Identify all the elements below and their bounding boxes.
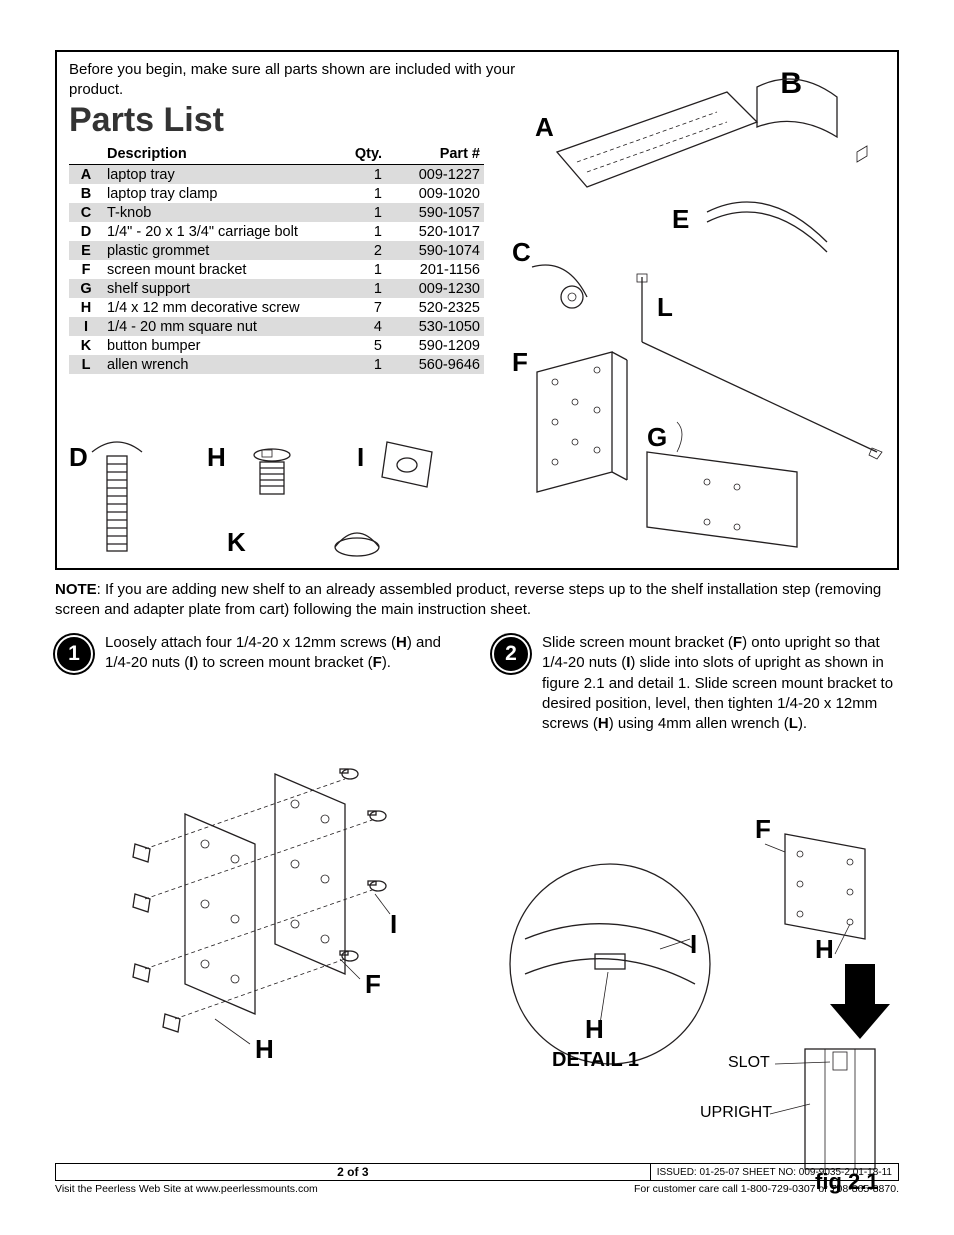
part-desc: allen wrench — [103, 355, 328, 374]
part-desc: plastic grommet — [103, 241, 328, 260]
part-qty: 4 — [328, 317, 386, 336]
table-row: Blaptop tray clamp1009-1020 — [69, 184, 484, 203]
parts-table: Description Qty. Part # Alaptop tray1009… — [69, 144, 484, 374]
col-part: Part # — [386, 144, 484, 165]
customer-care-text: For customer care call 1-800-729-0307 or… — [634, 1183, 899, 1195]
part-qty: 1 — [328, 260, 386, 279]
slot-label: SLOT — [728, 1054, 770, 1072]
step2-label-I2: I — [690, 929, 697, 960]
part-key: E — [69, 241, 103, 260]
table-row: Kbutton bumper5590-1209 — [69, 336, 484, 355]
label-C: C — [512, 237, 531, 268]
part-desc: laptop tray — [103, 165, 328, 185]
upright-label: UPRIGHT — [700, 1104, 772, 1122]
table-row: Lallen wrench1560-9646 — [69, 355, 484, 374]
label-G: G — [647, 422, 667, 453]
step2-label-F: F — [755, 814, 771, 845]
col-description: Description — [103, 144, 328, 165]
table-row: Gshelf support1009-1230 — [69, 279, 484, 298]
label-K: K — [227, 527, 246, 558]
part-desc: screen mount bracket — [103, 260, 328, 279]
note-text: NOTE: If you are adding new shelf to an … — [55, 580, 899, 619]
table-row: CT-knob1590-1057 — [69, 203, 484, 222]
table-row: Eplastic grommet2590-1074 — [69, 241, 484, 260]
part-key: D — [69, 222, 103, 241]
part-key: F — [69, 260, 103, 279]
part-num: 009-1227 — [386, 165, 484, 185]
part-desc: T-knob — [103, 203, 328, 222]
step2-label-H2: H — [585, 1014, 604, 1045]
label-E: E — [672, 204, 689, 235]
part-num: 560-9646 — [386, 355, 484, 374]
part-qty: 1 — [328, 203, 386, 222]
table-row: H1/4 x 12 mm decorative screw7520-2325 — [69, 298, 484, 317]
part-key: G — [69, 279, 103, 298]
part-qty: 1 — [328, 279, 386, 298]
part-desc: laptop tray clamp — [103, 184, 328, 203]
label-D: D — [69, 442, 88, 473]
label-A: A — [535, 112, 554, 143]
step1-label-H: H — [255, 1034, 274, 1065]
detail-1-label: DETAIL 1 — [552, 1049, 639, 1072]
part-num: 201-1156 — [386, 260, 484, 279]
label-H: H — [207, 442, 226, 473]
step1-label-I: I — [390, 909, 397, 940]
part-key: I — [69, 317, 103, 336]
step1-label-F: F — [365, 969, 381, 1000]
table-row: Alaptop tray1009-1227 — [69, 165, 484, 185]
part-num: 530-1050 — [386, 317, 484, 336]
part-desc: 1/4 - 20 mm square nut — [103, 317, 328, 336]
issued-info: ISSUED: 01-25-07 SHEET NO: 009-9035-2 01… — [650, 1164, 898, 1180]
part-key: C — [69, 203, 103, 222]
part-key: K — [69, 336, 103, 355]
label-I: I — [357, 442, 364, 473]
step2-diagram — [495, 804, 895, 1184]
footer: 2 of 3 ISSUED: 01-25-07 SHEET NO: 009-90… — [55, 1163, 899, 1195]
part-qty: 1 — [328, 355, 386, 374]
step-1: 1 Loosely attach four 1/4-20 x 12mm scre… — [55, 633, 462, 734]
table-row: Fscreen mount bracket1201-1156 — [69, 260, 484, 279]
label-F-top: F — [512, 347, 528, 378]
part-qty: 1 — [328, 184, 386, 203]
step-diagrams: I F H F — [55, 734, 899, 1184]
label-B: B — [780, 67, 802, 101]
step2-label-H3: H — [815, 934, 834, 965]
part-num: 520-1017 — [386, 222, 484, 241]
parts-list-title: Parts List — [69, 101, 885, 140]
part-key: H — [69, 298, 103, 317]
part-num: 590-1057 — [386, 203, 484, 222]
part-num: 590-1209 — [386, 336, 484, 355]
parts-box: Before you begin, make sure all parts sh… — [55, 50, 899, 570]
part-num: 009-1230 — [386, 279, 484, 298]
part-key: A — [69, 165, 103, 185]
part-desc: button bumper — [103, 336, 328, 355]
part-qty: 2 — [328, 241, 386, 260]
part-qty: 5 — [328, 336, 386, 355]
table-row: D1/4" - 20 x 1 3/4" carriage bolt1520-10… — [69, 222, 484, 241]
part-num: 590-1074 — [386, 241, 484, 260]
step-2-badge: 2 — [492, 635, 530, 673]
part-desc: 1/4" - 20 x 1 3/4" carriage bolt — [103, 222, 328, 241]
label-L: L — [657, 292, 673, 323]
part-desc: shelf support — [103, 279, 328, 298]
part-key: L — [69, 355, 103, 374]
table-row: I1/4 - 20 mm square nut4530-1050 — [69, 317, 484, 336]
intro-text: Before you begin, make sure all parts sh… — [69, 60, 549, 99]
part-qty: 7 — [328, 298, 386, 317]
col-qty: Qty. — [328, 144, 386, 165]
part-key: B — [69, 184, 103, 203]
part-qty: 1 — [328, 222, 386, 241]
step-1-badge: 1 — [55, 635, 93, 673]
website-text: Visit the Peerless Web Site at www.peerl… — [55, 1183, 318, 1195]
part-num: 520-2325 — [386, 298, 484, 317]
part-desc: 1/4 x 12 mm decorative screw — [103, 298, 328, 317]
part-num: 009-1020 — [386, 184, 484, 203]
part-qty: 1 — [328, 165, 386, 185]
page-number: 2 of 3 — [56, 1165, 650, 1179]
step-2: 2 Slide screen mount bracket (F) onto up… — [492, 633, 899, 734]
